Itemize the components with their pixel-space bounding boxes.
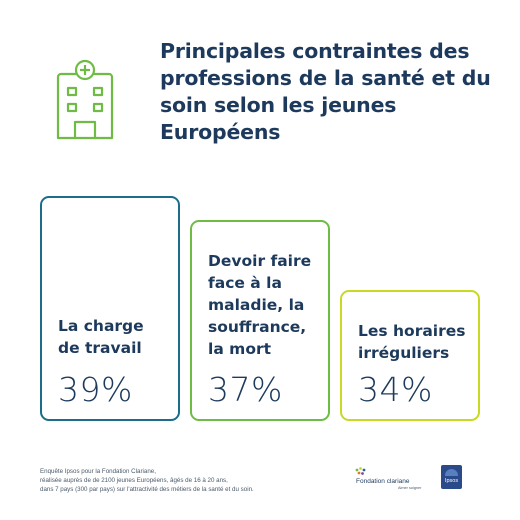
clariane-tagline: Aimer soigner (398, 486, 422, 490)
bar-label: Les horaires irréguliers (358, 322, 466, 362)
bar-illness-suffering-death: Devoir faire face à la maladie, la souff… (190, 220, 330, 421)
bar-value: 34% (358, 370, 433, 409)
bar-workload: La charge de travail 39% (40, 196, 180, 421)
bar-value: 39% (58, 370, 133, 409)
bar-value: 37% (208, 370, 283, 409)
source-note: Enquête Ipsos pour la Fondation Clariane… (40, 468, 254, 493)
page-title: Principales contraintes des professions … (160, 39, 491, 144)
bar-label: La charge de travail (58, 317, 144, 357)
clariane-name: Fondation clariane (356, 478, 410, 485)
clariane-mark-icon (355, 467, 366, 475)
fondation-clariane-logo: Fondation clariane Aimer soigner (354, 466, 429, 492)
hospital-icon (56, 59, 114, 140)
bar-label: Devoir faire face à la maladie, la souff… (208, 252, 312, 358)
bar-irregular-hours: Les horaires irréguliers 34% (340, 290, 480, 421)
ipsos-logo: Ipsos (441, 465, 462, 489)
